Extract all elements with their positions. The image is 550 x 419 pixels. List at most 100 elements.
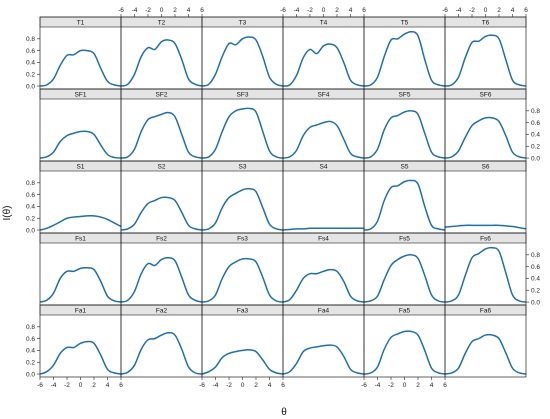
x-tick-label: -6 [442, 7, 448, 14]
series-line-S4 [282, 227, 364, 231]
y-tick-label: 0.2 [26, 72, 35, 79]
series-line-Fa2 [120, 331, 203, 375]
series-line-S5 [363, 179, 446, 231]
y-tick-label: 0.8 [531, 108, 540, 115]
panel-title: Fa2 [156, 308, 168, 315]
series-line-Fs4 [282, 268, 365, 303]
series-line-T4 [282, 43, 365, 87]
series-line-S3 [201, 187, 284, 231]
x-tick-label: 2 [497, 7, 501, 14]
panel-title: Fa4 [318, 308, 330, 315]
series-line-SF1 [39, 130, 122, 159]
y-tick-label: 0.6 [26, 48, 35, 55]
x-tick-label: 0 [79, 382, 83, 389]
panel-title: T1 [77, 20, 85, 27]
y-tick-label: 0.8 [531, 252, 540, 259]
series-line-Fa6 [444, 333, 527, 375]
y-tick-label: 0.0 [26, 83, 35, 90]
panel-frame [282, 232, 365, 306]
panel-frame [39, 160, 122, 234]
panel-frame [444, 232, 527, 306]
y-tick-label: 0.2 [531, 144, 540, 151]
panel-title: SF4 [318, 92, 330, 99]
panel-title: SF6 [480, 92, 492, 99]
x-tick-label: -4 [456, 7, 462, 14]
x-tick-label: 6 [119, 382, 123, 389]
y-tick-label: 0.0 [26, 227, 35, 234]
x-tick-label: -6 [199, 382, 205, 389]
series-line-Fa3 [201, 349, 284, 375]
y-tick-label: 0.8 [26, 36, 35, 43]
panel-frame [39, 16, 122, 90]
x-tick-label: -2 [145, 7, 151, 14]
y-tick-label: 0.0 [531, 299, 540, 306]
series-line-Fs6 [444, 246, 527, 303]
panel-title: SF2 [156, 92, 168, 99]
x-tick-label: -4 [51, 382, 57, 389]
panel-title: Fa3 [237, 308, 249, 315]
x-tick-label: -6 [118, 7, 124, 14]
y-tick-label: 0.4 [26, 348, 35, 355]
panel-title: S6 [482, 164, 490, 171]
panel-title: SF3 [237, 92, 249, 99]
x-tick-label: -4 [375, 382, 381, 389]
series-line-T2 [120, 39, 203, 87]
x-tick-label: -2 [307, 7, 313, 14]
panel-frame [282, 160, 365, 234]
x-tick-label: -2 [226, 382, 232, 389]
y-tick-label: 0.2 [531, 288, 540, 295]
panel-frame [444, 304, 527, 378]
panel-title: S4 [320, 164, 328, 171]
panel-frame [201, 232, 284, 306]
panel-frame [201, 160, 284, 234]
y-tick-label: 0.6 [531, 120, 540, 127]
series-line-Fs1 [39, 266, 122, 303]
x-tick-label: 4 [268, 382, 272, 389]
x-tick-label: -6 [361, 382, 367, 389]
panel-title: Fs6 [480, 236, 491, 243]
panel-frame [363, 304, 446, 378]
panel-title: S1 [77, 164, 85, 171]
series-line-SF5 [363, 109, 446, 159]
x-tick-label: -6 [37, 382, 43, 389]
x-tick-label: 4 [106, 382, 110, 389]
series-line-Fa4 [282, 344, 365, 375]
y-tick-label: 0.6 [531, 264, 540, 271]
x-tick-label: 6 [362, 7, 366, 14]
panel-title: S5 [401, 164, 409, 171]
panel-title: T4 [320, 20, 328, 27]
x-tick-label: -2 [388, 382, 394, 389]
panel-frame [39, 88, 122, 162]
x-tick-label: 2 [92, 382, 96, 389]
y-tick-label: 0.4 [26, 204, 35, 211]
series-line-T6 [444, 34, 527, 87]
series-line-SF4 [282, 120, 365, 159]
panel-title: Fa6 [480, 308, 492, 315]
panel-title: T6 [482, 20, 490, 27]
y-tick-label: 0.4 [531, 132, 540, 139]
x-tick-label: 6 [524, 7, 528, 14]
series-line-Fa5 [363, 330, 446, 375]
series-line-Fs5 [363, 253, 446, 303]
x-tick-label: 0 [484, 7, 488, 14]
x-tick-label: 0 [241, 382, 245, 389]
panel-title: Fa1 [75, 308, 87, 315]
panel-title: Fs5 [399, 236, 410, 243]
y-tick-label: 0.0 [26, 371, 35, 378]
x-tick-label: 2 [416, 382, 420, 389]
panel-title: S3 [239, 164, 247, 171]
series-line-S6 [444, 224, 527, 230]
panel-frame [201, 304, 284, 378]
series-line-S2 [120, 196, 203, 231]
series-line-SF2 [120, 111, 203, 159]
x-tick-label: 6 [200, 7, 204, 14]
series-line-SF6 [444, 116, 527, 159]
series-line-Fs2 [120, 256, 203, 303]
panel-title: Fa5 [399, 308, 411, 315]
y-tick-label: 0.0 [531, 155, 540, 162]
panel-title: Fs3 [237, 236, 248, 243]
x-tick-label: 4 [430, 382, 434, 389]
x-tick-label: -2 [64, 382, 70, 389]
panel-title: SF1 [75, 92, 87, 99]
